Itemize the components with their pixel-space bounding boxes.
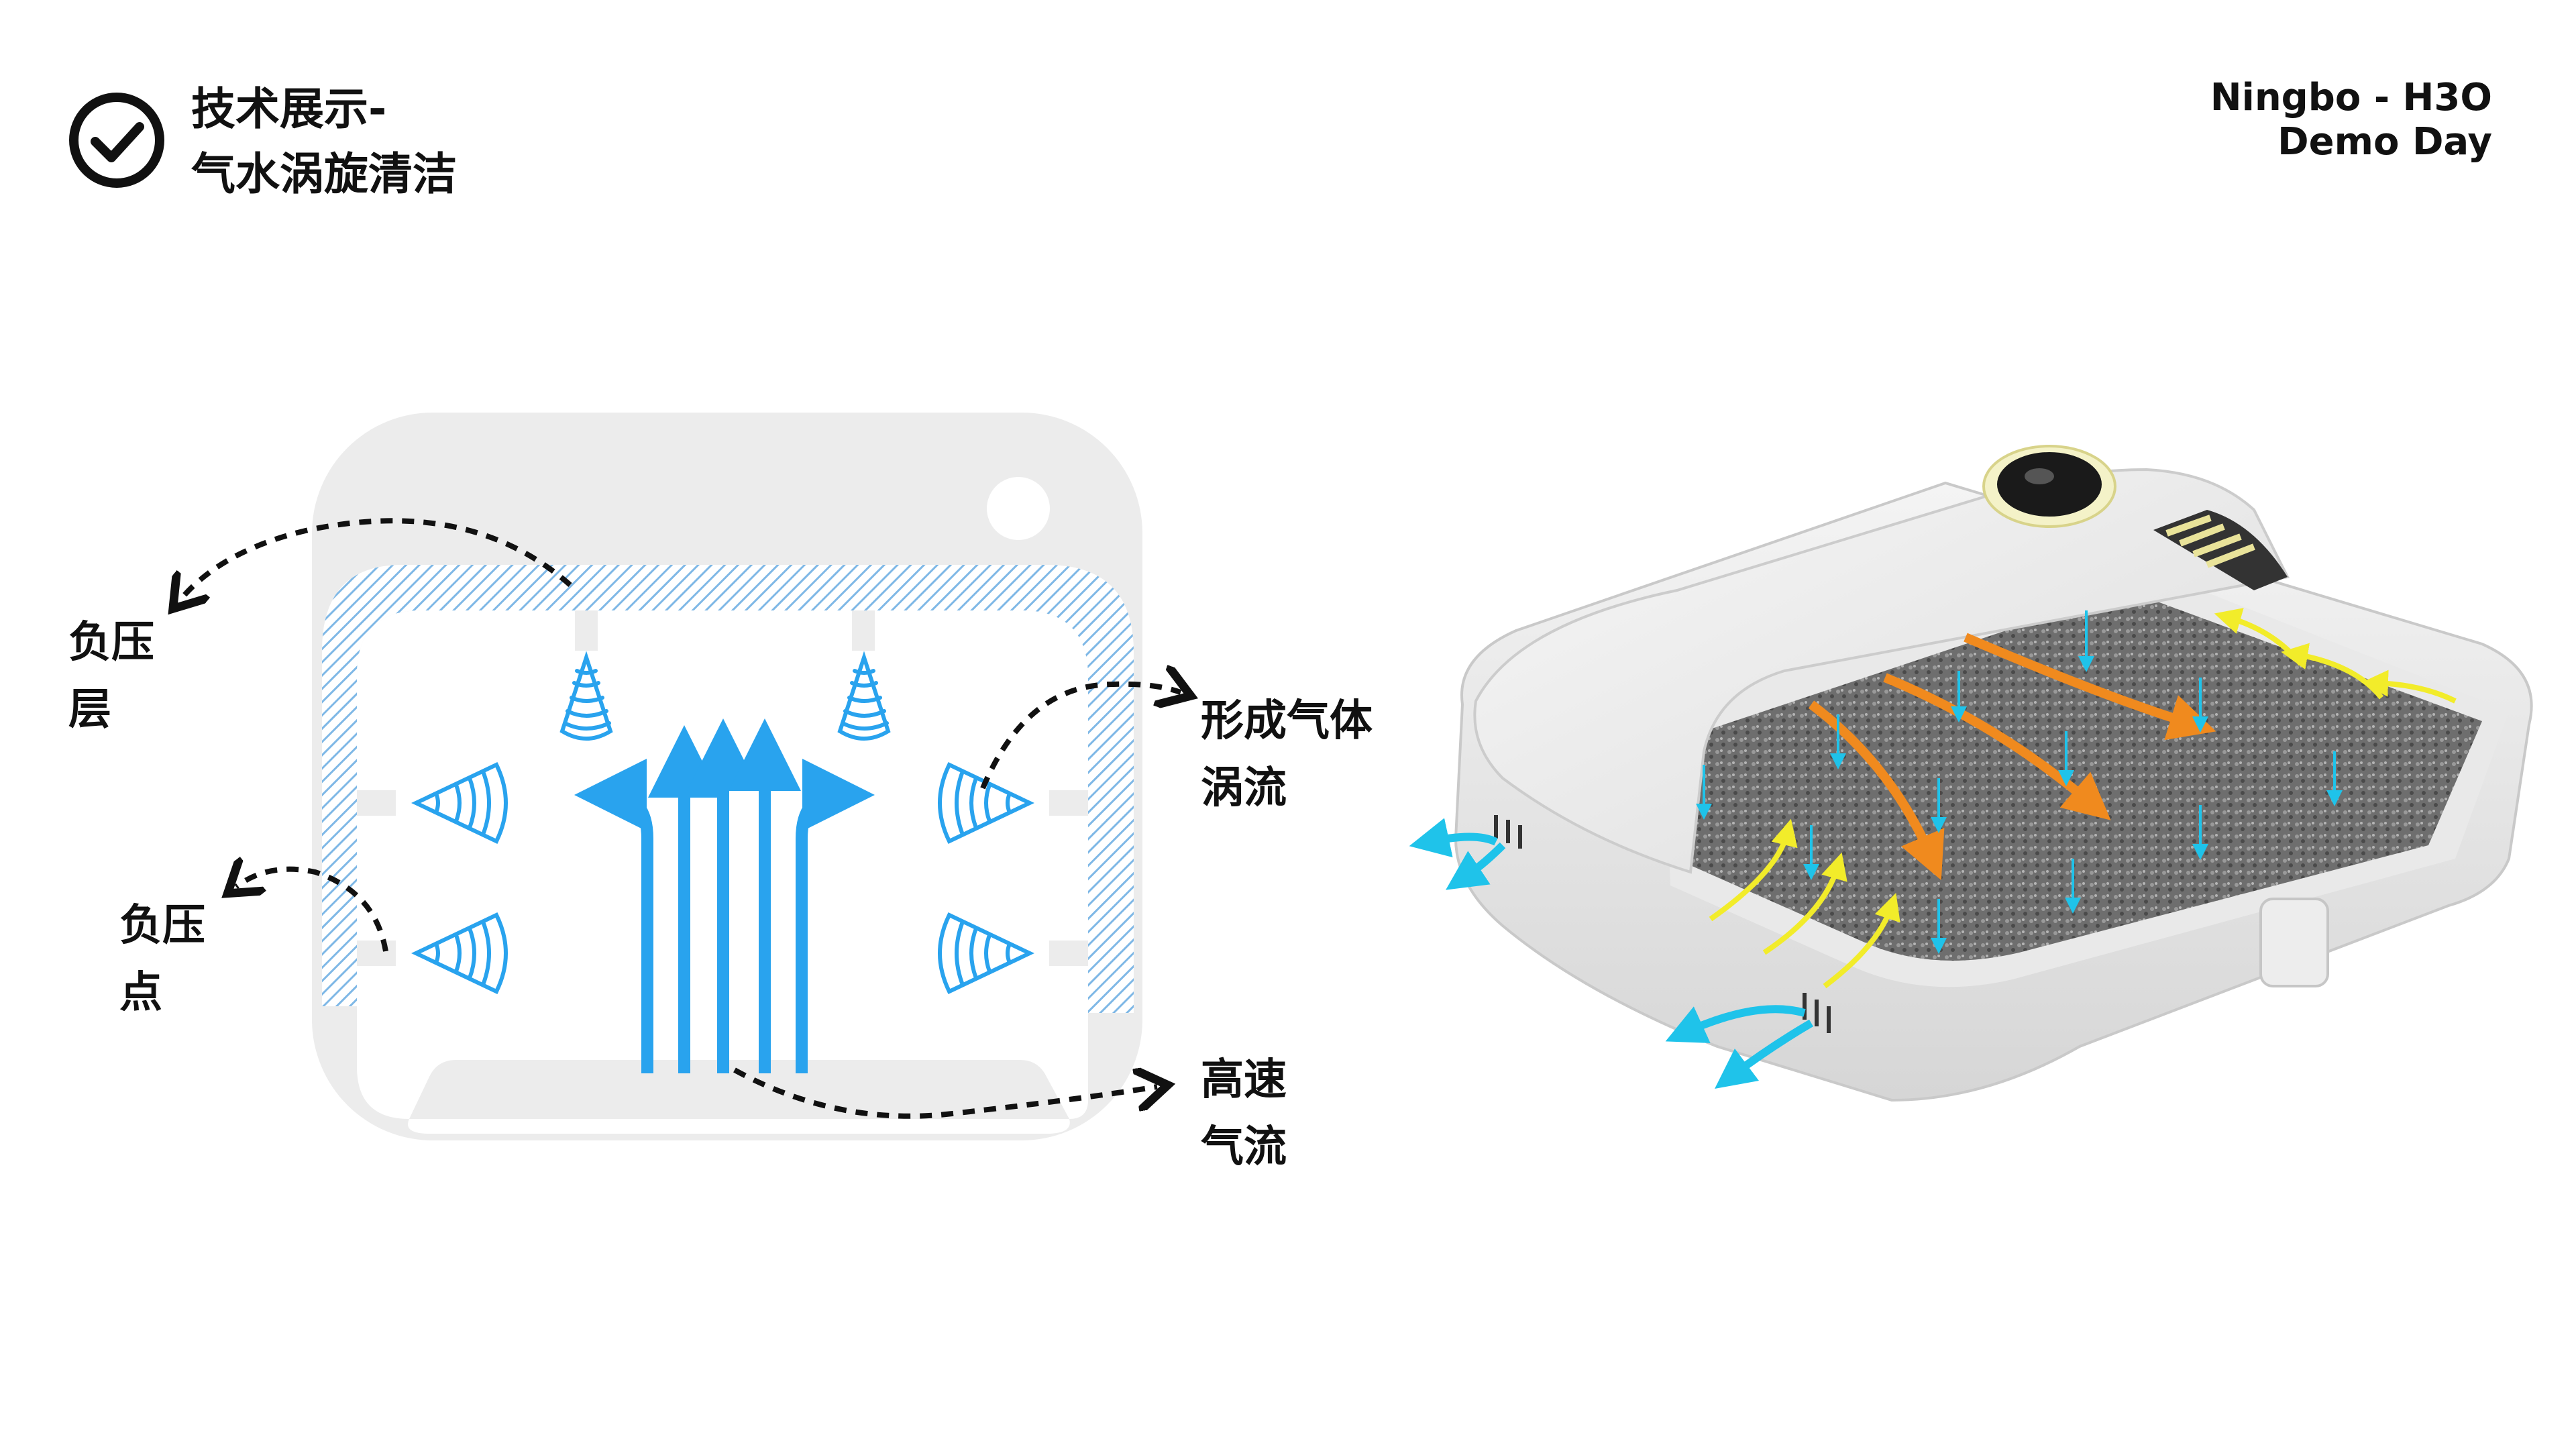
brand-text: Ningbo - H3O Demo Day <box>2210 76 2492 164</box>
brand-line-1: Ningbo - H3O <box>2210 76 2492 119</box>
vortex-cone-top-left <box>559 651 613 741</box>
side-grille-icon <box>1494 815 1831 1033</box>
callout-arrows <box>180 518 1181 1119</box>
vortex-cone-left-upper <box>411 762 508 844</box>
cyan-exhaust-arrows <box>1409 818 1814 1089</box>
orange-arrow <box>1808 700 1945 881</box>
vortex-cone-top-right <box>837 651 891 741</box>
orange-arrow <box>1964 633 2216 741</box>
callout-arrow-neg-layer <box>180 518 572 600</box>
callout-arrow-highspeed <box>733 1070 1157 1119</box>
label-vortex-1: 形成气体 <box>1201 696 1373 746</box>
label-neg-layer-1: 负压 <box>68 618 154 667</box>
title-line-1: 技术展示- <box>191 83 387 135</box>
cyan-exhaust-arrow <box>1409 818 1498 858</box>
yellow-flow-arrows <box>1709 608 2457 989</box>
product-render <box>1454 445 2533 1102</box>
vent-icon <box>2153 510 2288 590</box>
callout-arrow-vortex <box>980 684 1181 790</box>
cyan-down-arrows <box>1696 610 2343 954</box>
label-neg-point-2: 点 <box>119 968 162 1018</box>
cyan-exhaust-arrow <box>1446 842 1506 890</box>
label-highspeed-2: 气流 <box>1201 1122 1287 1172</box>
latch <box>2259 898 2329 987</box>
yellow-arrow <box>1709 818 1798 922</box>
camera-lens-icon <box>1982 445 2116 528</box>
yellow-arrow <box>2361 669 2457 704</box>
callout-arrow-neg-point <box>236 869 388 952</box>
cyan-exhaust-arrow <box>1714 1019 1814 1089</box>
vortex-cone-left-lower <box>411 912 508 994</box>
title-line-2: 气水涡旋清洁 <box>191 148 457 200</box>
label-vortex-2: 涡流 <box>1201 763 1287 813</box>
cyan-exhaust-arrow <box>1665 1005 1806 1043</box>
airflow-arrows <box>574 718 875 1073</box>
vortex-cone-right-lower <box>938 912 1034 994</box>
airflow-arrow-curve-right <box>796 759 875 1073</box>
brand-line-2: Demo Day <box>2277 120 2492 164</box>
yellow-arrow <box>1823 893 1900 989</box>
label-highspeed-1: 高速 <box>1201 1055 1287 1105</box>
vortex-cone-right-upper <box>938 762 1034 844</box>
label-neg-point-1: 负压 <box>119 901 205 951</box>
vortex-cones <box>411 651 1034 994</box>
label-neg-layer-2: 层 <box>68 685 111 735</box>
yellow-arrow <box>1762 852 1847 955</box>
check-circle-icon <box>69 93 164 188</box>
airflow-arrow-curve-left <box>574 759 653 1073</box>
